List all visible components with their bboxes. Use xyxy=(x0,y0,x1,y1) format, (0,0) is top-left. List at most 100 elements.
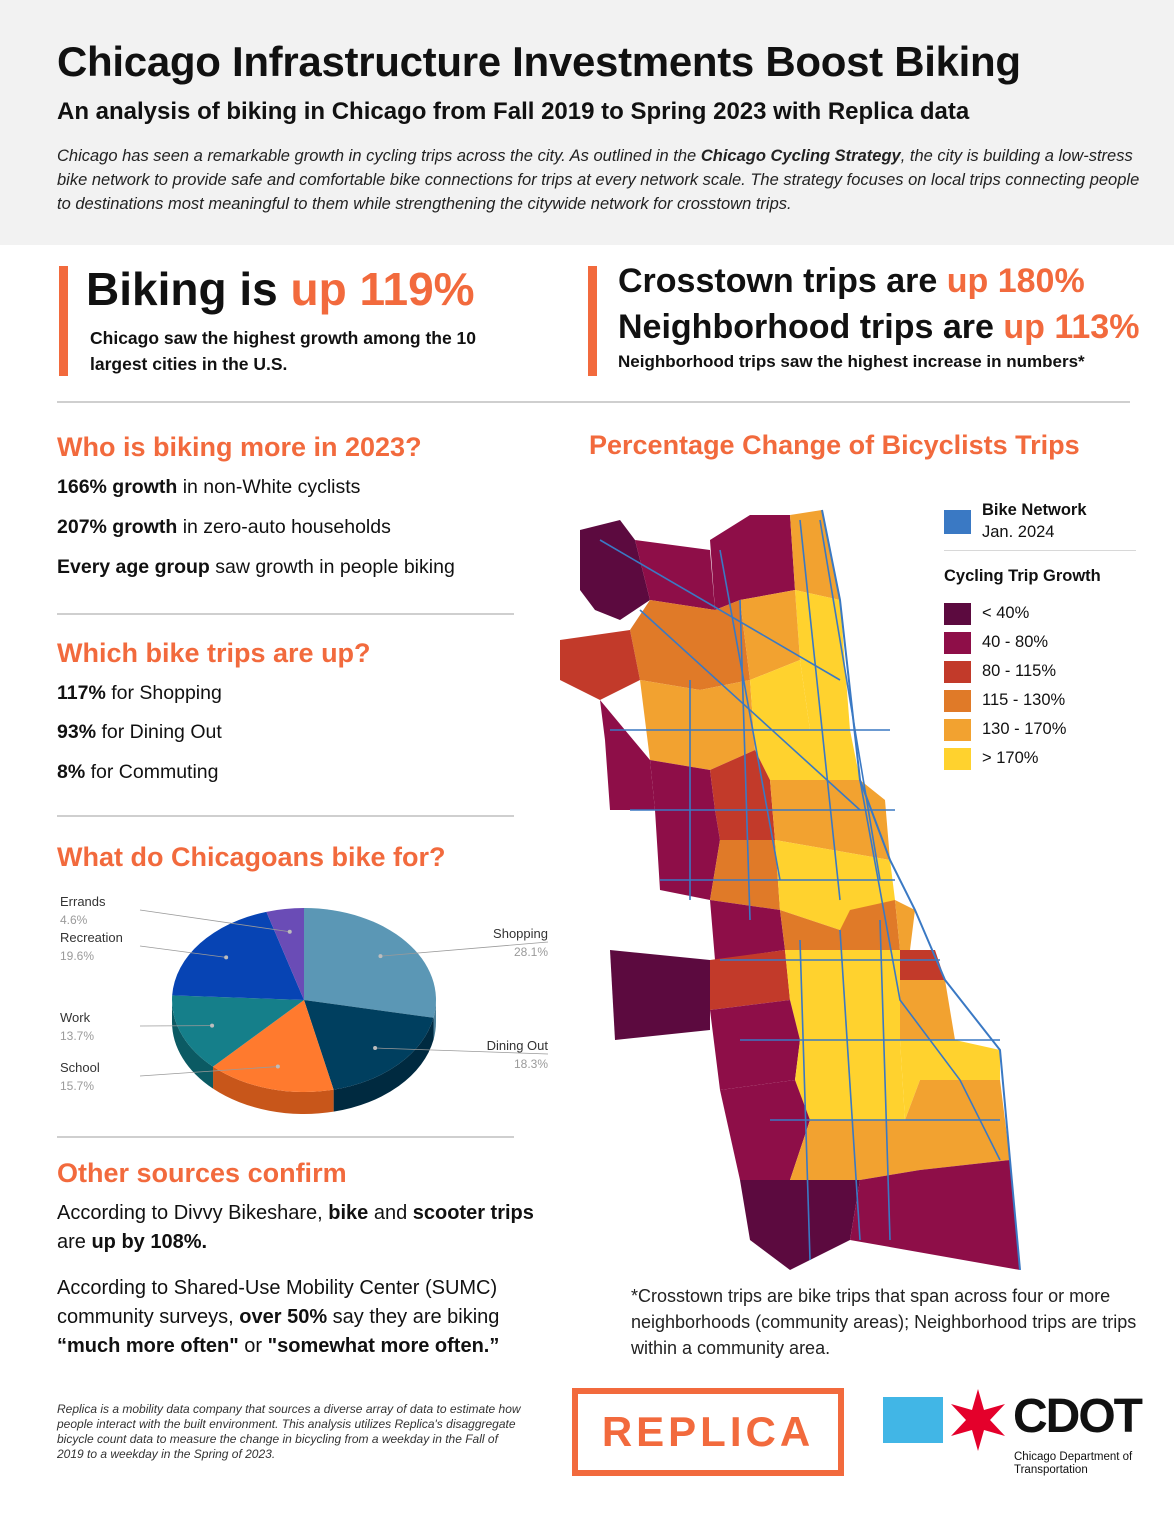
map-area-west-town xyxy=(770,780,890,860)
pie-slice-side xyxy=(433,1000,436,1040)
pie-slice xyxy=(172,995,304,1067)
pie-slice-side xyxy=(333,1017,434,1112)
biking-subtext: Chicago saw the highest growth among the… xyxy=(90,328,477,374)
section-other-title: Other sources confirm xyxy=(57,1158,347,1188)
crosstown-headline: Crosstown trips are up 180% xyxy=(618,262,1085,300)
pie-value-label: 18.3% xyxy=(514,1057,548,1071)
pie-slice xyxy=(266,908,304,1000)
pie-category-label: School xyxy=(60,1060,100,1075)
intro-paragraph: Chicago has seen a remarkable growth in … xyxy=(57,147,1140,213)
neighborhood-growth-value: up 113% xyxy=(1003,308,1140,346)
divider-1 xyxy=(57,613,514,615)
pie-slice xyxy=(304,1000,434,1090)
map-area-s-7 xyxy=(790,1080,1010,1180)
map-area-n-2 xyxy=(790,510,840,600)
map-area-hyde-park xyxy=(900,980,955,1040)
pie-leader-line xyxy=(375,1047,549,1055)
pie-category-label: Work xyxy=(60,1010,91,1025)
stat-dining: 93% for Dining Out xyxy=(57,721,222,743)
map-area-sw-3 xyxy=(610,950,710,1040)
pie-value-label: 13.7% xyxy=(60,1029,94,1043)
accent-bar-left xyxy=(59,266,68,376)
bike-network-lines xyxy=(599,519,1001,1261)
neighborhood-subtext: Neighborhood trips saw the highest incre… xyxy=(618,352,1085,371)
map-area-w-3 xyxy=(600,700,655,810)
pie-value-label: 15.7% xyxy=(60,1079,94,1093)
pie-value-label: 19.6% xyxy=(60,949,94,963)
biking-growth-value: up 119% xyxy=(290,263,475,315)
map-area-w-1 xyxy=(560,630,640,700)
map-area-lincoln-park xyxy=(750,660,860,780)
stat-age-group: Every age group saw growth in people bik… xyxy=(57,556,455,578)
map-area-w-7 xyxy=(710,840,780,910)
accent-bar-right xyxy=(588,266,597,376)
pie-leader-dot xyxy=(210,1023,215,1028)
pie-leader-line xyxy=(139,945,227,958)
pie-category-label: Shopping xyxy=(493,926,548,941)
replica-disclaimer: Replica is a mobility data company that … xyxy=(57,1402,521,1461)
pie-category-label: Recreation xyxy=(60,930,123,945)
pie-leader-dot xyxy=(224,955,229,960)
bike-network-swatch xyxy=(944,510,971,534)
stat-shopping: 117% for Shopping xyxy=(57,682,222,704)
map-area-nw-2 xyxy=(635,540,715,610)
legend-divider xyxy=(944,550,1136,551)
map-area-s-4 xyxy=(900,950,945,980)
cycling-strategy-emphasis: Chicago Cycling Strategy xyxy=(700,147,901,165)
page-title: Chicago Infrastructure Investments Boost… xyxy=(57,38,1021,85)
pie-leader-dot xyxy=(373,1046,378,1051)
map-area-w-6 xyxy=(655,810,720,900)
section-who-title: Who is biking more in 2023? xyxy=(57,432,422,462)
stat-zero-auto: 207% growth in zero-auto households xyxy=(57,516,391,538)
chicago-growth-map xyxy=(560,509,1021,1270)
chicago-star-icon xyxy=(951,1389,1005,1451)
map-title: Percentage Change of Bicyclists Trips xyxy=(589,430,1080,460)
replica-logo: REPLICA xyxy=(572,1388,844,1476)
divvy-paragraph: According to Divvy Bikeshare, bike and s… xyxy=(57,1202,534,1253)
map-area-s-1 xyxy=(780,900,900,950)
map-area-sw-1 xyxy=(710,900,785,960)
cdot-logo-subtitle: Chicago Department of Transportation xyxy=(1014,1451,1133,1476)
divider-top xyxy=(57,401,1130,403)
pie-value-label: 28.1% xyxy=(514,945,548,959)
page-subtitle: An analysis of biking in Chicago from Fa… xyxy=(57,98,970,125)
map-area-far-south-1 xyxy=(740,1180,860,1270)
pie-leader-dot xyxy=(287,929,292,934)
map-area-w-2 xyxy=(640,680,755,770)
divider-2 xyxy=(57,815,514,817)
map-area-nw-3 xyxy=(630,600,750,690)
map-area-s-3 xyxy=(785,950,900,1040)
cdot-logo: CDOT xyxy=(1013,1390,1143,1443)
pie-leader-dot xyxy=(275,1064,280,1069)
pie-slice xyxy=(172,911,304,1000)
bike-network-label: Bike Network xyxy=(982,501,1087,519)
trip-purpose-pie-chart: Shopping 28.1% Dining Out 18.3% School 15.7% W… xyxy=(60,894,549,1114)
pie-value-label: 4.6% xyxy=(60,913,88,927)
sumc-paragraph: According to Shared-Use Mobility Center … xyxy=(57,1277,500,1357)
pie-category-label: Dining Out xyxy=(487,1038,549,1053)
stat-non-white: 166% growth in non-White cyclists xyxy=(57,476,361,498)
map-area-sw-5 xyxy=(720,1080,810,1180)
map-area-n-1 xyxy=(710,515,795,610)
stat-commuting: 8% for Commuting xyxy=(57,761,219,783)
crosstown-growth-value: up 180% xyxy=(946,262,1085,300)
pie-slice-side xyxy=(172,1000,214,1089)
pie-leader-line xyxy=(139,1066,278,1077)
map-area-nw-1 xyxy=(580,520,650,620)
pie-leader-line xyxy=(380,941,549,957)
lakefront-trail xyxy=(821,509,1021,1270)
bike-network-date: Jan. 2024 xyxy=(982,523,1055,541)
map-area-n-3 xyxy=(740,590,800,680)
section-which-title: Which bike trips are up? xyxy=(57,638,371,668)
legend-title: Cycling Trip Growth xyxy=(944,567,1101,585)
pie-leader-dot xyxy=(378,954,383,959)
map-area-lakeview-north xyxy=(795,590,850,730)
map-area-far-south-2 xyxy=(850,1160,1020,1270)
cdot-blue-square xyxy=(883,1397,943,1443)
divider-3 xyxy=(57,1136,514,1138)
pie-leader-line xyxy=(139,909,290,933)
header-band: Chicago Infrastructure Investments Boost… xyxy=(0,0,1174,245)
map-area-s-2 xyxy=(895,900,915,950)
map-area-sw-4 xyxy=(710,1000,800,1090)
map-area-sw-2 xyxy=(710,950,790,1010)
